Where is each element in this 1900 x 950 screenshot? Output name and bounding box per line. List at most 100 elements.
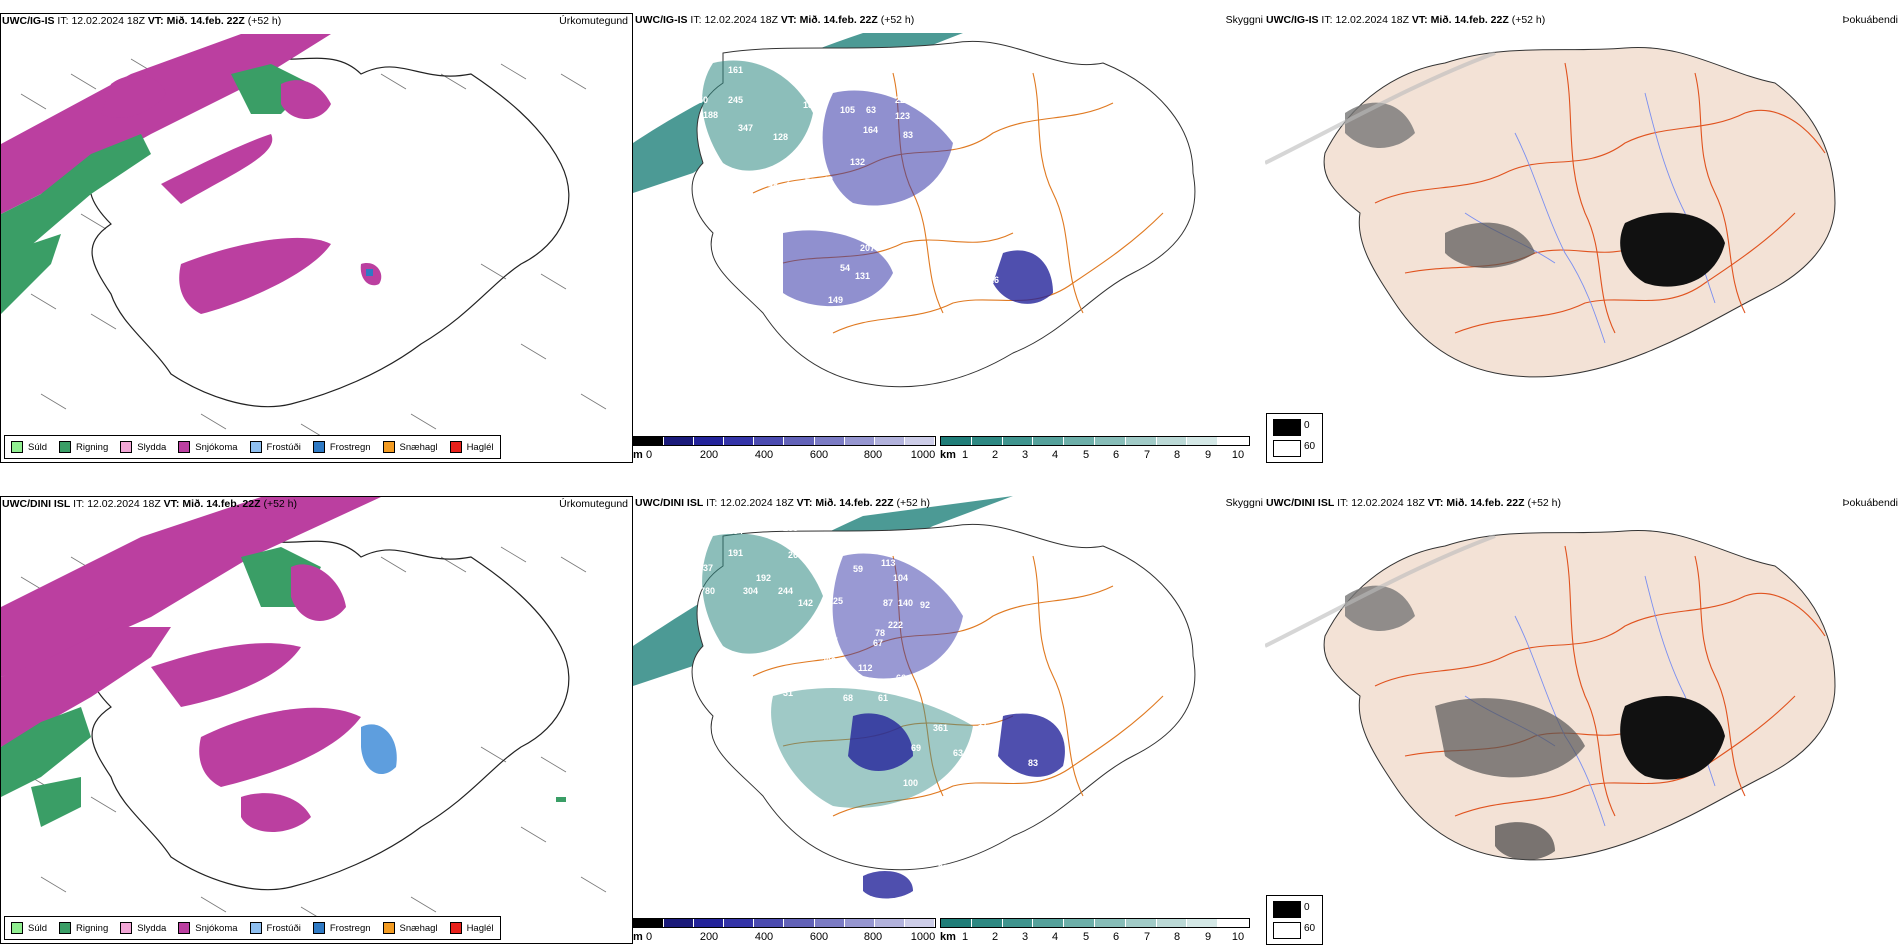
- legend-swatch: [312, 441, 325, 453]
- colorbar-km: [940, 918, 1250, 928]
- lead-time: (+52 h): [896, 497, 931, 509]
- legend-label: Snjókoma: [195, 922, 238, 934]
- visibility-value-label: 245: [768, 210, 783, 220]
- visibility-value-label: 83: [903, 130, 913, 140]
- legend-swatch: [449, 922, 462, 934]
- legend-label: Slydda: [137, 922, 167, 934]
- it-value: 12.02.2024 18Z: [87, 498, 161, 510]
- visibility-value-label: 188: [793, 217, 808, 227]
- panel-title: Úrkomutegund: [559, 498, 628, 510]
- visibility-value-label: 77: [808, 205, 818, 215]
- vt-label: VT:: [780, 14, 797, 26]
- lead-time: (+52 h): [880, 14, 915, 26]
- it-label: IT:: [706, 497, 718, 509]
- it-value: 12.02.2024 18Z: [71, 15, 145, 27]
- visibility-value-label: 222: [888, 620, 903, 630]
- model-name: UWC/IG-IS: [635, 14, 688, 26]
- legend-item: Snæhagl: [382, 922, 438, 934]
- visibility-labels: 234 276 288 116 191 37 268 59 192 780 304 244 142 125…: [700, 523, 1038, 873]
- colorbar-tick: 10: [1231, 449, 1245, 461]
- visibility-value-label: 161: [728, 65, 743, 75]
- visibility-value-label: 62: [958, 698, 968, 708]
- legend-swatch: [449, 441, 462, 453]
- visibility-value-label: 347: [738, 123, 753, 133]
- visibility-value-label: 92: [920, 600, 930, 610]
- visibility-value-label: 191: [728, 548, 743, 558]
- colorbar-tick: 8: [1173, 931, 1181, 943]
- legend-item: Rigning: [59, 441, 108, 453]
- it-label: IT:: [1337, 497, 1349, 509]
- visibility-value-label: 244: [778, 586, 793, 596]
- visibility-value-label: 234: [728, 526, 743, 536]
- legend-label: Snjókoma: [195, 441, 238, 453]
- legend-label: Frostregn: [329, 441, 371, 453]
- model-name: UWC/IG-IS: [2, 15, 55, 27]
- it-value: 12.02.2024 18Z: [704, 14, 778, 26]
- colorbar-tick: 2: [991, 931, 999, 943]
- colorbar-tick: 0: [645, 931, 653, 943]
- visibility-value-label: 125: [828, 596, 843, 606]
- precip-type-panel-top: UWC/IG-IS IT: 12.02.2024 18Z VT: Mið. 14…: [0, 13, 633, 463]
- colorbar-tick: 0: [645, 449, 653, 461]
- legend-label: Rigning: [76, 441, 109, 453]
- colorbar-tick: 7: [1143, 931, 1151, 943]
- colorbar-km: [940, 436, 1250, 446]
- legend-swatch: [382, 922, 395, 934]
- vt-label: VT:: [147, 15, 164, 27]
- colorbar-tick: 1000: [910, 931, 936, 943]
- panel-header: UWC/DINI ISL IT: 12.02.2024 18Z VT: Mið.…: [635, 496, 930, 510]
- colorbar-tick: 1: [961, 931, 969, 943]
- colorbar-tick: 5: [1082, 931, 1090, 943]
- legend-swatch: [11, 922, 23, 934]
- colorbar-tick: 9: [1204, 931, 1212, 943]
- legend-item: Haglél: [449, 441, 494, 453]
- panel-header: UWC/IG-IS IT: 12.02.2024 18Z VT: Mið. 14…: [1266, 13, 1545, 27]
- fog-index-panel-top: UWC/IG-IS IT: 12.02.2024 18Z VT: Mið. 14…: [1265, 13, 1900, 463]
- vt-label: VT:: [1411, 14, 1428, 26]
- it-value: 12.02.2024 18Z: [720, 497, 794, 509]
- legend-swatch: [382, 441, 395, 453]
- visibility-value-label: 140: [898, 598, 913, 608]
- colorbar-tick: 6: [1112, 449, 1120, 461]
- colorbar-tick: 4: [1051, 931, 1059, 943]
- legend-item: Frostúði: [249, 441, 301, 453]
- model-name: UWC/IG-IS: [1266, 14, 1319, 26]
- visibility-value-label: 38: [938, 863, 948, 873]
- legend-item: Frostúði: [249, 922, 301, 934]
- panel-header: UWC/DINI ISL IT: 12.02.2024 18Z VT: Mið.…: [1266, 496, 1561, 510]
- visibility-value-label: 66: [896, 673, 906, 683]
- visibility-value-label: 229: [895, 95, 910, 105]
- legend-swatch: [120, 441, 133, 453]
- visibility-map: 161 750 245 188 347 128 181 105 63 229 123 164 83 30 1…: [633, 33, 1196, 388]
- colorbar-tick: 200: [699, 449, 719, 461]
- vt-value: Mið. 14.feb. 22Z: [799, 14, 878, 26]
- colorbar-tick: 5: [1082, 449, 1090, 461]
- visibility-km-colorbar: km 1 2 3 4 5 6 7 8 9 10: [940, 436, 1250, 462]
- legend-swatch: [11, 441, 23, 453]
- panel-title: Úrkomutegund: [559, 15, 628, 27]
- legend-label: Frostúði: [266, 441, 301, 453]
- legend-item: Frostregn: [312, 922, 371, 934]
- legend-swatch: [249, 441, 262, 453]
- precip-type-legend: Súld Rigning Slydda Snjókoma Frostúði Fr…: [4, 435, 501, 459]
- model-name: UWC/DINI ISL: [635, 497, 704, 509]
- legend-label: Frostregn: [329, 922, 371, 934]
- visibility-value-label: 245: [728, 95, 743, 105]
- colorbar-tick: 9: [1204, 449, 1212, 461]
- panel-title: Þokuábendi: [1842, 14, 1898, 26]
- visibility-value-label: 192: [756, 573, 771, 583]
- visibility-value-label: 71: [805, 177, 815, 187]
- colorbar-tick: 400: [754, 931, 774, 943]
- fog-index-panel-bottom: UWC/DINI ISL IT: 12.02.2024 18Z VT: Mið.…: [1265, 496, 1900, 945]
- legend-item: Haglél: [449, 922, 494, 934]
- visibility-value-label: 203: [821, 656, 836, 666]
- visibility-value-label: 31: [783, 688, 793, 698]
- visibility-map: 234 276 288 116 191 37 268 59 192 780 304 244 142 125…: [633, 496, 1196, 899]
- colorbar-tick: 400: [754, 449, 774, 461]
- it-label: IT:: [1321, 14, 1333, 26]
- visibility-value-label: 750: [693, 95, 708, 105]
- legend-item: Slydda: [120, 922, 166, 934]
- visibility-value-label: 304: [743, 586, 758, 596]
- visibility-value-label: 57: [873, 237, 883, 247]
- visibility-value-label: 28: [893, 267, 903, 277]
